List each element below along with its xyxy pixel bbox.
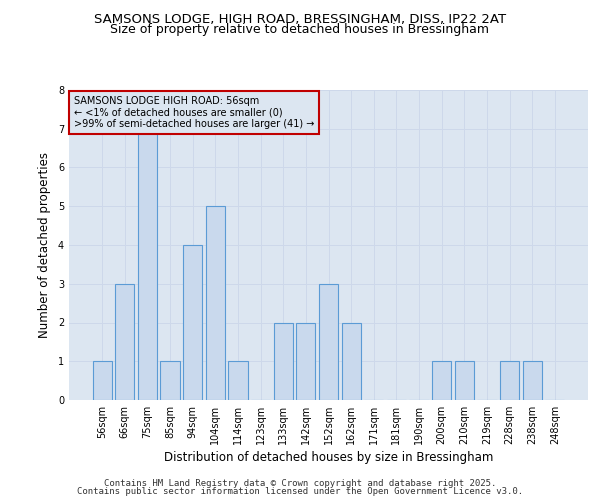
Text: Contains HM Land Registry data © Crown copyright and database right 2025.: Contains HM Land Registry data © Crown c… <box>104 478 496 488</box>
Bar <box>341 322 361 400</box>
Bar <box>229 361 248 400</box>
Bar <box>92 361 112 400</box>
Bar <box>206 206 225 400</box>
Text: Size of property relative to detached houses in Bressingham: Size of property relative to detached ho… <box>110 22 490 36</box>
Bar <box>523 361 542 400</box>
X-axis label: Distribution of detached houses by size in Bressingham: Distribution of detached houses by size … <box>164 451 493 464</box>
Bar <box>432 361 451 400</box>
Bar <box>319 284 338 400</box>
Bar <box>160 361 180 400</box>
Bar <box>296 322 316 400</box>
Bar <box>500 361 519 400</box>
Bar <box>138 128 157 400</box>
Text: SAMSONS LODGE, HIGH ROAD, BRESSINGHAM, DISS, IP22 2AT: SAMSONS LODGE, HIGH ROAD, BRESSINGHAM, D… <box>94 12 506 26</box>
Bar <box>115 284 134 400</box>
Text: Contains public sector information licensed under the Open Government Licence v3: Contains public sector information licen… <box>77 487 523 496</box>
Text: SAMSONS LODGE HIGH ROAD: 56sqm
← <1% of detached houses are smaller (0)
>99% of : SAMSONS LODGE HIGH ROAD: 56sqm ← <1% of … <box>74 96 314 130</box>
Y-axis label: Number of detached properties: Number of detached properties <box>38 152 51 338</box>
Bar <box>274 322 293 400</box>
Bar <box>183 245 202 400</box>
Bar <box>455 361 474 400</box>
